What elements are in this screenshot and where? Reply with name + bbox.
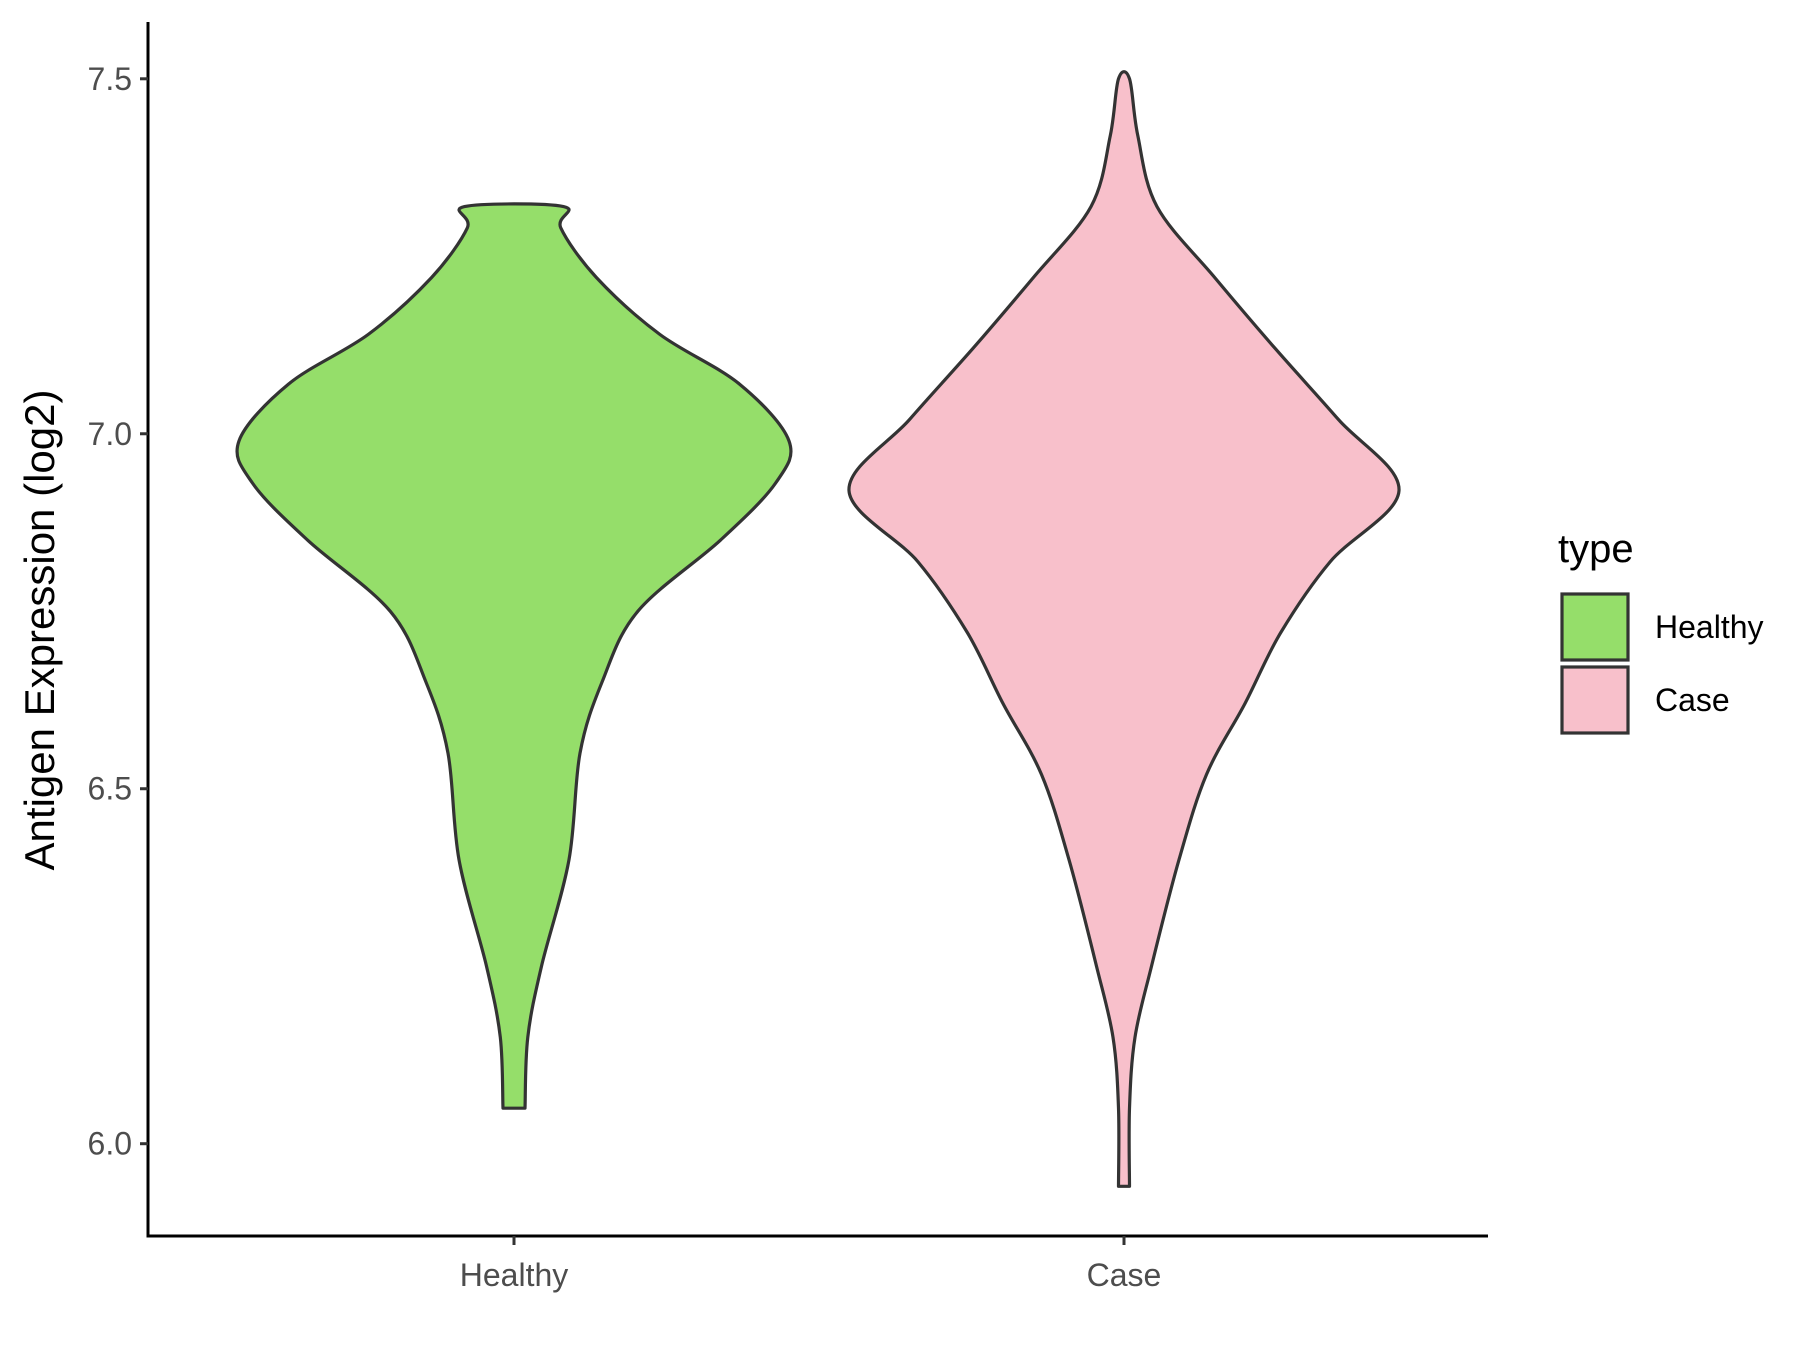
legend-key-healthy (1560, 592, 1630, 662)
axes (146, 22, 1488, 1238)
y-tick-label: 7.5 (88, 61, 132, 97)
legend-key-case (1560, 665, 1630, 735)
legend-title: type (1558, 527, 1634, 571)
y-tick-label: 6.5 (88, 771, 132, 807)
x-tick-label: Healthy (460, 1257, 569, 1293)
violin-healthy (235, 202, 793, 1110)
ticks: 6.0 6.5 7.0 7.5 Healthy Case (88, 61, 1162, 1293)
y-tick-label: 7.0 (88, 416, 132, 452)
legend-label-healthy: Healthy (1655, 609, 1764, 645)
violin-case (847, 70, 1401, 1188)
y-tick-label: 6.0 (88, 1126, 132, 1162)
plot-area (235, 70, 1401, 1188)
y-axis-title: Antigen Expression (log2) (16, 390, 63, 871)
legend: type Healthy Case (1558, 527, 1764, 735)
x-tick-label: Case (1087, 1257, 1162, 1293)
legend-label-case: Case (1655, 682, 1730, 718)
